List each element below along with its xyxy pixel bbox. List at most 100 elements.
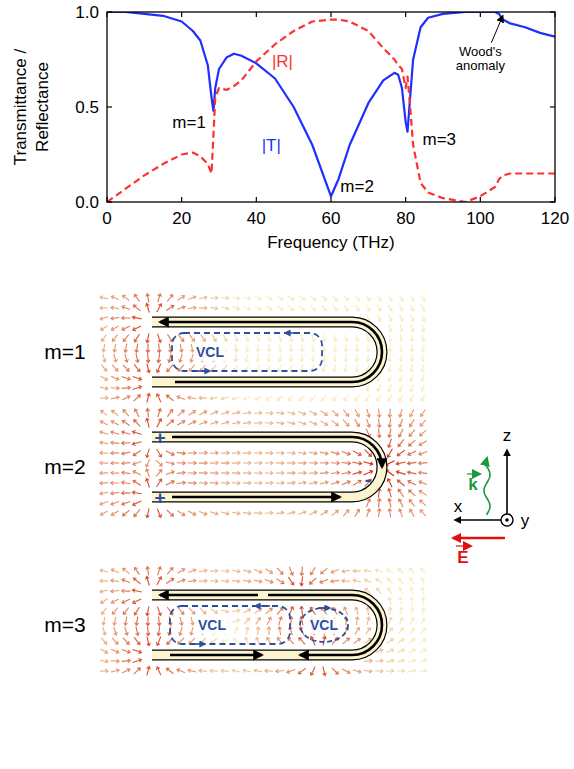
field-arrow xyxy=(322,365,326,372)
field-arrow xyxy=(420,510,425,516)
field-arrow xyxy=(388,395,392,401)
field-arrow xyxy=(221,669,229,673)
field-arrow xyxy=(199,421,207,425)
field-arrow xyxy=(101,376,108,380)
field-arrow xyxy=(300,567,304,576)
field-arrow xyxy=(222,640,229,644)
field-arrow xyxy=(256,627,260,635)
current-arrow xyxy=(268,595,382,655)
field-arrow xyxy=(102,608,107,615)
field-arrow xyxy=(233,639,238,644)
field-arrow xyxy=(156,637,160,646)
field-arrow xyxy=(410,295,414,301)
structure-outline xyxy=(152,322,382,382)
loop-arrow xyxy=(285,332,300,334)
field-arrow xyxy=(188,471,197,475)
field-arrow xyxy=(243,570,251,574)
field-arrow xyxy=(134,578,141,584)
field-arrow xyxy=(389,325,393,332)
axis-letter: x xyxy=(454,497,463,516)
field-arrow xyxy=(398,489,403,496)
field-arrow xyxy=(179,354,183,362)
field-arrow xyxy=(112,608,117,615)
field-arrow xyxy=(410,365,414,372)
field-arrow xyxy=(201,335,206,342)
field-arrow xyxy=(125,354,129,362)
field-arrow xyxy=(265,511,273,515)
label-patch xyxy=(196,616,228,634)
field-arrow xyxy=(199,396,207,400)
field-arrow xyxy=(421,375,425,382)
field-arrow xyxy=(157,344,161,353)
field-arrow xyxy=(134,607,139,615)
field-arrow xyxy=(388,429,392,438)
field-arrow xyxy=(388,597,392,604)
field-arrow xyxy=(123,410,129,416)
annotation-text: m=2 xyxy=(340,177,374,196)
field-arrow xyxy=(157,617,161,626)
field-arrow xyxy=(100,511,107,515)
field-arrow xyxy=(235,335,239,342)
field-arrow xyxy=(410,588,414,595)
field-arrow xyxy=(311,395,316,400)
spectrum-chart: 0204060801001200.00.51.0Frequency (THz)T… xyxy=(11,3,569,252)
field-arrow xyxy=(147,667,151,676)
field-arrow xyxy=(254,580,262,584)
x-tick-top xyxy=(405,12,406,17)
field-arrow xyxy=(387,569,393,573)
field-arrow xyxy=(342,579,350,583)
field-arrow xyxy=(191,617,195,625)
field-arrow xyxy=(310,667,315,675)
current-arrow xyxy=(160,594,258,597)
field-arrow xyxy=(234,354,238,361)
field-arrow xyxy=(409,490,416,496)
field-arrow xyxy=(100,396,108,400)
field-arrow xyxy=(199,669,207,673)
field-arrow xyxy=(177,669,185,673)
field-arrow xyxy=(409,639,415,643)
field-arrow xyxy=(367,617,371,625)
field-arrow xyxy=(310,567,315,575)
field-arrow xyxy=(122,669,130,673)
field-arrow xyxy=(146,333,150,342)
field-arrow xyxy=(277,568,283,574)
field-arrow xyxy=(256,344,260,351)
field-arrow xyxy=(409,430,415,437)
field-arrow xyxy=(100,317,108,321)
x-tick-label: 100 xyxy=(466,209,494,228)
field-arrow xyxy=(410,354,414,361)
x-tick-top xyxy=(106,12,107,17)
field-arrow xyxy=(288,306,293,311)
field-arrow xyxy=(199,296,207,300)
field-arrow xyxy=(276,669,284,673)
field-arrow xyxy=(254,669,262,673)
field-arrow xyxy=(101,411,108,416)
field-arrow xyxy=(331,481,339,485)
field-arrow xyxy=(300,576,304,585)
field-arrow xyxy=(388,335,392,342)
field-arrow xyxy=(421,628,426,634)
field-arrow xyxy=(332,420,339,425)
field-arrow xyxy=(321,411,328,416)
field-arrow xyxy=(122,396,130,400)
field-arrow xyxy=(408,480,416,485)
field-arrow xyxy=(354,639,361,644)
field-arrow xyxy=(399,344,403,351)
x-tick-label: 60 xyxy=(322,209,341,228)
field-arrow xyxy=(333,335,337,342)
field-arrow xyxy=(388,385,392,392)
field-arrow xyxy=(244,609,251,613)
field-arrow xyxy=(410,305,414,311)
field-arrow xyxy=(344,344,348,351)
field-arrow xyxy=(111,589,119,593)
x-tick-top xyxy=(256,12,257,17)
annotation-text: m=1 xyxy=(172,113,206,132)
field-arrow xyxy=(420,649,426,653)
field-arrow xyxy=(366,628,371,635)
field-arrow xyxy=(419,452,427,456)
field-arrow xyxy=(255,306,261,310)
field-arrow xyxy=(210,569,218,573)
field-arrow xyxy=(256,618,261,625)
field-arrow xyxy=(254,569,262,573)
field-arrow xyxy=(332,668,338,674)
